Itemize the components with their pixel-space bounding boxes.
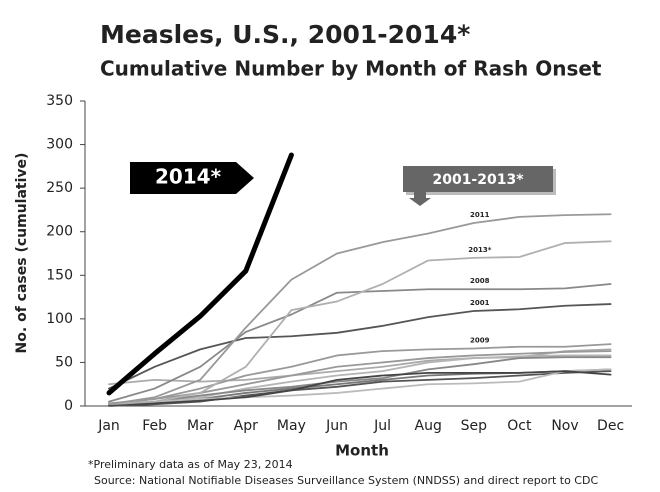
x-tick-label: Nov [551,418,578,434]
y-tick-label: 0 [64,398,73,414]
line [108,370,612,407]
x-tick-label: Mar [187,418,214,434]
x-tick-label: Feb [142,418,167,434]
annotation: 2001-2013* [432,172,524,188]
x-tick-label: May [277,418,306,434]
footnote: Source: National Notifiable Diseases Sur… [94,474,598,487]
x-tick-label: Oct [507,418,532,434]
footnote: *Preliminary data as of May 23, 2014 [88,458,293,471]
series-label: 2013* [468,246,491,254]
y-axis-label: No. of cases (cumulative) [14,153,30,354]
series-label: 2001 [470,299,490,307]
series-label: 2008 [470,277,490,285]
line [108,354,612,407]
x-tick-label: Aug [415,418,442,434]
line [108,356,612,406]
x-tick-label: Apr [234,418,258,434]
x-tick-label: Sep [461,418,488,434]
series-label: 2011 [470,211,490,219]
line [108,303,612,390]
series-label: 2009 [470,336,490,344]
x-tick-label: Jun [325,418,348,434]
y-tick-label: 300 [46,137,73,153]
y-tick-label: 150 [46,267,73,283]
line [108,240,612,406]
line [108,213,612,406]
y-tick-label: 100 [46,311,73,327]
chart-subtitle: Cumulative Number by Month of Rash Onset [100,57,602,81]
chart-title: Measles, U.S., 2001-2014* [100,20,470,49]
x-tick-label: Jul [373,418,391,434]
line-2014 [106,152,294,396]
y-tick-label: 350 [46,93,73,109]
line [108,343,612,405]
banner-2001-2013 [403,166,553,192]
y-tick-label: 200 [46,224,73,240]
x-tick-label: Dec [597,418,624,434]
arrow [409,192,431,206]
annotation: 2014* [155,165,222,189]
x-axis-label: Month [335,442,389,460]
y-tick-label: 250 [46,180,73,196]
banner-2014 [130,162,254,194]
line [108,368,612,405]
y-tick-label: 50 [55,354,73,370]
x-tick-label: Jan [97,418,120,434]
